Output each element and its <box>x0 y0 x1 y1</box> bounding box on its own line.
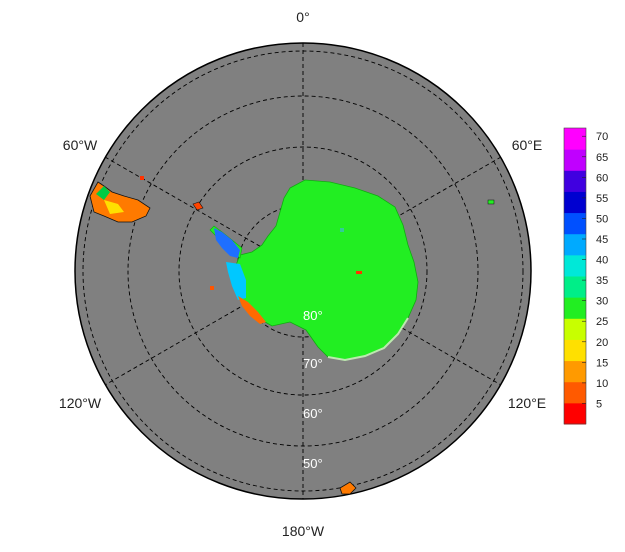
colorbar-tick-label: 50 <box>596 213 608 225</box>
colorbar-band <box>564 254 586 277</box>
colorbar-band <box>564 360 586 383</box>
lat-label-50: 50° <box>303 456 323 471</box>
antarctica-landmass <box>235 179 419 361</box>
island-near-peninsula <box>192 201 204 211</box>
island-speck <box>210 286 214 290</box>
coastal-fringe <box>327 317 409 362</box>
colorbar-tick-label: 20 <box>596 337 608 349</box>
colorbar-band <box>564 381 586 404</box>
colorbar-band <box>564 297 586 319</box>
island-180 <box>339 481 357 495</box>
south-america-high-values <box>96 186 110 200</box>
lon-label-120e: 120°E <box>508 395 546 411</box>
lon-label-60w: 60°W <box>63 137 98 153</box>
colorbar-frame <box>563 127 587 425</box>
colorbar-tick-label: 65 <box>596 152 608 164</box>
lon-label-120w: 120°W <box>59 395 102 411</box>
colorbar-tick-label: 25 <box>596 316 608 328</box>
lon-label-0: 0° <box>296 9 309 25</box>
colorbar-band <box>564 339 586 362</box>
lat-ring-70 <box>178 146 428 396</box>
colorbar: 70 65 60 55 50 45 40 35 30 25 20 15 10 5 <box>563 127 608 425</box>
colorbar-tick-label: 35 <box>596 275 608 287</box>
colorbar-band <box>564 233 586 256</box>
meridian-60e-120w <box>104 156 502 386</box>
colorbar-band <box>564 402 586 425</box>
island-east <box>487 199 495 205</box>
colorbar-band <box>564 276 586 298</box>
colorbar-tick-label: 45 <box>596 234 608 246</box>
colorbar-tick-label: 15 <box>596 357 608 369</box>
colorbar-band <box>564 212 586 235</box>
island-speck <box>140 176 144 180</box>
map-content <box>82 43 524 499</box>
colorbar-band <box>564 170 586 192</box>
interior-anomaly <box>340 228 344 232</box>
peninsula-orange-values <box>238 296 266 324</box>
peninsula-cyan-values <box>226 262 246 300</box>
colorbar-tick-label: 30 <box>596 296 608 308</box>
lat-label-60: 60° <box>303 406 323 421</box>
colorbar-band <box>564 149 586 171</box>
meridian-60w-120e <box>104 156 502 386</box>
peninsula-high-values <box>214 228 240 258</box>
colorbar-tick-label: 55 <box>596 193 608 205</box>
lon-label-180w: 180°W <box>282 523 325 539</box>
colorbar-tick-label: 40 <box>596 255 608 267</box>
colorbar-band <box>564 318 586 340</box>
south-america-yellow-values <box>104 200 124 214</box>
colorbar-tick-label: 60 <box>596 172 608 184</box>
lat-label-80: 80° <box>303 308 323 323</box>
colorbar-band <box>564 128 586 150</box>
colorbar-band <box>564 191 586 214</box>
lon-label-60e: 60°E <box>512 137 543 153</box>
lat-label-70: 70° <box>303 356 323 371</box>
colorbar-tick-label: 10 <box>596 378 608 390</box>
interior-anomaly <box>356 271 362 274</box>
colorbar-tick-label: 5 <box>596 398 602 410</box>
colorbar-tick-label: 70 <box>596 131 608 143</box>
